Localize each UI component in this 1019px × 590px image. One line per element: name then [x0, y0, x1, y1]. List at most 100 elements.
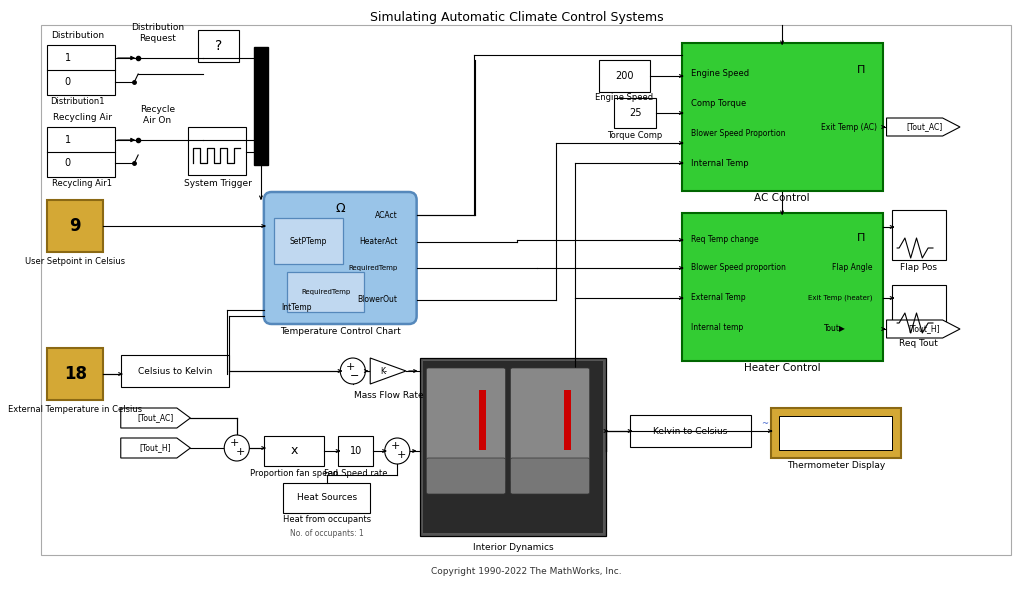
Text: Π: Π — [857, 233, 865, 243]
FancyBboxPatch shape — [47, 127, 115, 177]
Text: Proportion fan speed: Proportion fan speed — [250, 468, 338, 477]
Text: RequiredTemp: RequiredTemp — [301, 289, 351, 295]
Text: Torque Comp: Torque Comp — [607, 130, 662, 139]
FancyBboxPatch shape — [770, 408, 901, 458]
Text: x: x — [290, 444, 298, 457]
FancyBboxPatch shape — [631, 415, 751, 447]
Circle shape — [385, 438, 410, 464]
Bar — [42, 25, 1011, 555]
Text: 1: 1 — [64, 135, 70, 145]
Text: Tout▶: Tout▶ — [824, 323, 846, 333]
Text: Distribution: Distribution — [51, 31, 104, 40]
Text: Heat from occupants: Heat from occupants — [282, 514, 371, 523]
Polygon shape — [121, 408, 191, 428]
Text: ?: ? — [215, 39, 222, 53]
Text: AC Control: AC Control — [754, 193, 810, 203]
Text: External Temp: External Temp — [691, 293, 746, 303]
Text: SetPTemp: SetPTemp — [289, 237, 327, 245]
Polygon shape — [121, 438, 191, 458]
FancyBboxPatch shape — [613, 98, 656, 128]
Text: Flap Angle: Flap Angle — [833, 264, 873, 273]
FancyBboxPatch shape — [426, 458, 505, 494]
FancyBboxPatch shape — [780, 416, 893, 450]
Text: BlowerOut: BlowerOut — [358, 296, 397, 304]
Text: 18: 18 — [64, 365, 87, 383]
Text: Kelvin to Celsius: Kelvin to Celsius — [653, 427, 728, 435]
Text: 10: 10 — [350, 446, 362, 456]
Text: Thermometer Display: Thermometer Display — [787, 461, 886, 470]
Text: Exit Temp (AC): Exit Temp (AC) — [821, 123, 877, 132]
FancyBboxPatch shape — [426, 368, 505, 482]
Text: 25: 25 — [629, 108, 641, 118]
Text: Req Tout: Req Tout — [899, 339, 937, 348]
Text: −: − — [351, 371, 360, 381]
FancyBboxPatch shape — [424, 361, 603, 533]
Text: [Tout_H]: [Tout_H] — [140, 444, 171, 453]
Text: Heater Control: Heater Control — [744, 363, 820, 373]
Circle shape — [340, 358, 366, 384]
FancyBboxPatch shape — [189, 127, 247, 175]
FancyBboxPatch shape — [338, 436, 373, 466]
FancyBboxPatch shape — [511, 458, 590, 494]
Text: Comp Torque: Comp Torque — [691, 99, 747, 107]
Text: No. of occupants: 1: No. of occupants: 1 — [289, 529, 364, 537]
FancyBboxPatch shape — [47, 45, 115, 95]
FancyBboxPatch shape — [479, 390, 486, 450]
Text: Engine Speed: Engine Speed — [691, 68, 749, 77]
FancyBboxPatch shape — [121, 355, 229, 387]
Text: Ω: Ω — [335, 202, 345, 215]
Text: +: + — [236, 447, 246, 457]
Text: +: + — [230, 438, 239, 448]
Text: Π: Π — [857, 65, 865, 75]
FancyBboxPatch shape — [47, 348, 103, 400]
FancyBboxPatch shape — [421, 358, 606, 536]
Text: 0: 0 — [64, 77, 70, 87]
Text: Blower Speed proportion: Blower Speed proportion — [691, 264, 786, 273]
Polygon shape — [887, 320, 960, 338]
FancyBboxPatch shape — [47, 200, 103, 252]
FancyBboxPatch shape — [511, 368, 590, 482]
Text: User Setpoint in Celsius: User Setpoint in Celsius — [25, 257, 125, 266]
Polygon shape — [370, 358, 406, 384]
Text: Req Temp change: Req Temp change — [691, 235, 759, 244]
Text: K-: K- — [380, 366, 387, 375]
Text: Recycling Air1: Recycling Air1 — [52, 179, 112, 188]
Text: Flap Pos: Flap Pos — [900, 264, 936, 273]
Text: +: + — [396, 450, 406, 460]
FancyBboxPatch shape — [564, 390, 572, 450]
FancyBboxPatch shape — [682, 213, 882, 361]
Text: [Tout_H]: [Tout_H] — [908, 324, 941, 333]
Text: HeaterAct: HeaterAct — [359, 238, 397, 247]
Text: Exit Temp (heater): Exit Temp (heater) — [808, 295, 873, 301]
Text: ~: ~ — [761, 419, 768, 428]
FancyBboxPatch shape — [599, 60, 650, 92]
Text: IntTemp: IntTemp — [281, 303, 312, 312]
FancyBboxPatch shape — [682, 43, 882, 191]
Text: +: + — [390, 441, 400, 451]
Text: Fan Speed rate: Fan Speed rate — [324, 468, 387, 477]
FancyBboxPatch shape — [273, 218, 343, 264]
Text: Mass Flow Rate: Mass Flow Rate — [354, 392, 424, 401]
Text: [Tout_AC]: [Tout_AC] — [906, 123, 943, 132]
Text: Internal Temp: Internal Temp — [691, 159, 749, 168]
Text: Recycle
Air On: Recycle Air On — [140, 105, 175, 124]
Text: Temperature Control Chart: Temperature Control Chart — [280, 327, 400, 336]
Text: Celsius to Kelvin: Celsius to Kelvin — [138, 366, 212, 375]
Text: Heat Sources: Heat Sources — [297, 493, 357, 503]
Text: 9: 9 — [69, 217, 82, 235]
Text: [Tout_AC]: [Tout_AC] — [138, 414, 173, 422]
Text: ACAct: ACAct — [375, 211, 397, 219]
Text: 0: 0 — [64, 158, 70, 168]
FancyBboxPatch shape — [283, 483, 370, 513]
Text: Recycling Air: Recycling Air — [53, 113, 112, 122]
FancyBboxPatch shape — [264, 192, 417, 324]
Text: Interior Dynamics: Interior Dynamics — [473, 543, 553, 552]
FancyBboxPatch shape — [893, 285, 946, 335]
Text: Engine Speed: Engine Speed — [595, 93, 653, 103]
FancyBboxPatch shape — [287, 272, 365, 312]
Text: Simulating Automatic Climate Control Systems: Simulating Automatic Climate Control Sys… — [370, 11, 664, 25]
Text: Blower Speed Proportion: Blower Speed Proportion — [691, 129, 786, 137]
Text: 200: 200 — [615, 71, 634, 81]
Text: System Trigger: System Trigger — [183, 179, 252, 188]
FancyBboxPatch shape — [198, 30, 238, 62]
